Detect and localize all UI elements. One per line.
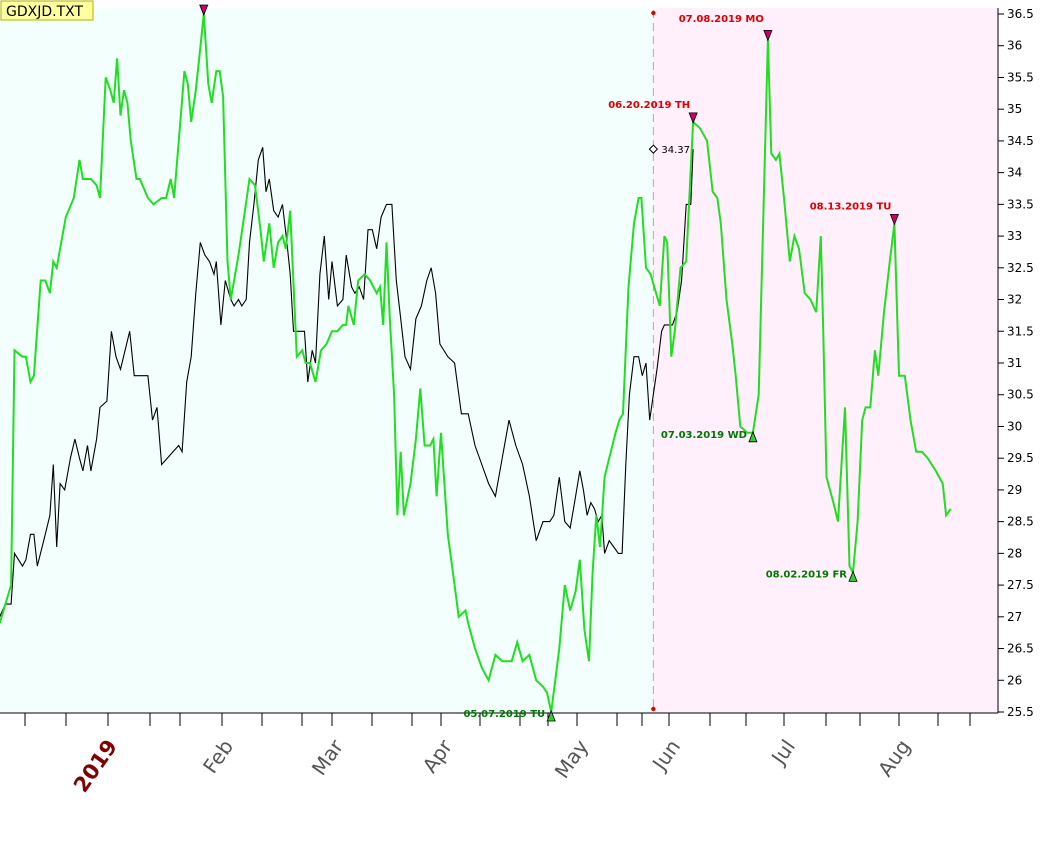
y-tick-label: 31.5 — [1007, 324, 1034, 338]
x-tick-label-may: May — [550, 735, 593, 783]
divider-bottom-dot — [651, 706, 656, 712]
high-label: 07.08.2019 MO — [679, 14, 764, 25]
series-black-line — [0, 147, 694, 618]
past-background — [0, 8, 654, 713]
high-label: 02.06.2019 WD — [115, 0, 201, 3]
low-label: 07.03.2019 WD — [661, 430, 747, 441]
low-marker-arrow — [748, 430, 758, 443]
forecast-background — [653, 8, 998, 713]
divider-top-dot — [651, 10, 656, 16]
x-tick-label-jul: Jul — [765, 735, 800, 770]
y-tick-label: 33 — [1007, 229, 1022, 243]
low-marker-arrow — [848, 570, 858, 582]
y-tick-label: 27 — [1007, 610, 1022, 624]
x-tick-label-2019: 2019 — [69, 735, 122, 797]
x-axis-labels: 2019 Feb Mar Apr May Jun Jul Aug — [69, 734, 915, 796]
y-tick-label: 36.5 — [1007, 7, 1034, 21]
x-tick-label-mar: Mar — [307, 734, 349, 779]
y-tick-label: 30 — [1007, 419, 1022, 433]
y-tick-label: 35 — [1007, 102, 1022, 116]
y-tick-label: 25.5 — [1007, 705, 1034, 719]
y-tick-label: 26.5 — [1007, 642, 1034, 656]
high-marker-arrow — [199, 4, 209, 17]
current-value-diamond — [648, 144, 659, 154]
y-tick-label: 31 — [1007, 356, 1022, 370]
low-label: 05.07.2019 TU — [463, 709, 545, 720]
current-value-marker: 34.37 — [648, 144, 690, 156]
y-tick-label: 34.5 — [1007, 134, 1034, 148]
y-tick-label: 33.5 — [1007, 197, 1034, 211]
y-tick-label: 29.5 — [1007, 451, 1034, 465]
x-axis-ticks — [24, 713, 971, 726]
y-tick-label: 34 — [1007, 166, 1022, 180]
series-green-line — [0, 13, 952, 713]
y-tick-label: 28.5 — [1007, 515, 1034, 529]
y-tick-label: 29 — [1007, 483, 1022, 497]
high-marker-arrow — [688, 112, 698, 124]
x-tick-label-jun: Jun — [646, 735, 685, 776]
x-tick-label-aug: Aug — [873, 735, 915, 781]
high-marker-arrow — [763, 29, 773, 42]
y-axis-ticks: 25.5 26 26.5 27 27.5 28 28.5 29 29.5 30 30.5 31 31.5… — [998, 7, 1034, 719]
y-tick-label: 35.5 — [1007, 70, 1034, 84]
chart-title: GDXJD.TXT — [6, 4, 83, 20]
y-tick-label: 28 — [1007, 546, 1022, 560]
y-tick-label: 36 — [1007, 39, 1022, 53]
y-tick-label: 26 — [1007, 673, 1022, 687]
y-tick-label: 32.5 — [1007, 261, 1034, 275]
annotations: 02.06.2019 WD 07.08.2019 MO 06.20.2019 TH 0… — [115, 0, 899, 722]
x-tick-label-feb: Feb — [198, 735, 238, 778]
x-tick-label-apr: Apr — [418, 734, 458, 777]
current-value-label: 34.37 — [661, 145, 690, 156]
title-box[interactable]: GDXJD.TXT — [0, 0, 94, 21]
y-tick-label: 27.5 — [1007, 578, 1034, 592]
high-label: 06.20.2019 TH — [608, 100, 690, 111]
y-tick-label: 30.5 — [1007, 388, 1034, 402]
low-marker-arrow — [546, 709, 556, 722]
high-label: 08.13.2019 TU — [810, 201, 892, 212]
high-marker-arrow — [889, 214, 899, 226]
low-label: 08.02.2019 FR — [766, 569, 848, 580]
y-tick-label: 32 — [1007, 293, 1022, 307]
